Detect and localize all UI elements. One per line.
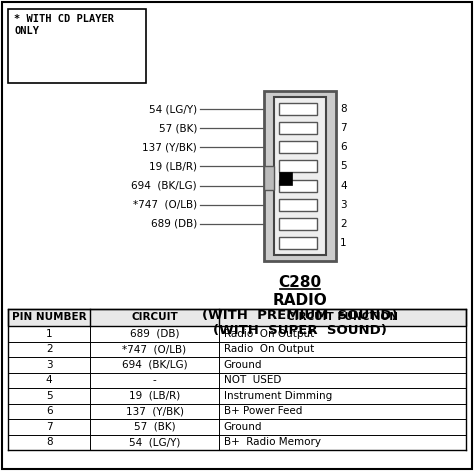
Text: *747  (O/LB): *747 (O/LB) — [122, 344, 187, 354]
Text: C280: C280 — [278, 275, 321, 290]
Text: B+ Power Feed: B+ Power Feed — [224, 406, 302, 416]
Text: 57 (BK): 57 (BK) — [159, 123, 197, 133]
Text: 19  (LB/R): 19 (LB/R) — [129, 391, 180, 401]
Bar — [8, 309, 466, 326]
Text: 2: 2 — [46, 344, 53, 354]
Text: 8: 8 — [340, 104, 346, 114]
Text: B+  Radio Memory: B+ Radio Memory — [224, 437, 321, 447]
Bar — [279, 103, 317, 115]
Text: 689  (DB): 689 (DB) — [130, 329, 179, 339]
Bar — [274, 97, 326, 255]
Text: 7: 7 — [46, 422, 53, 432]
Text: 7: 7 — [340, 123, 346, 133]
Text: CIRCUIT: CIRCUIT — [131, 312, 178, 323]
Text: -: - — [153, 375, 156, 385]
Text: 5: 5 — [340, 162, 346, 171]
Text: 6: 6 — [46, 406, 53, 416]
Text: 1: 1 — [340, 238, 346, 248]
Text: CIRCUIT FUNCTION: CIRCUIT FUNCTION — [287, 312, 398, 323]
Bar — [279, 161, 317, 172]
Bar — [264, 91, 336, 261]
Bar — [264, 166, 274, 190]
Text: 1: 1 — [46, 329, 53, 339]
Bar — [279, 237, 317, 249]
Text: 54 (LG/Y): 54 (LG/Y) — [149, 104, 197, 114]
Text: Radio  On Output: Radio On Output — [224, 344, 314, 354]
Text: *747  (O/LB): *747 (O/LB) — [133, 200, 197, 210]
Text: 137  (Y/BK): 137 (Y/BK) — [126, 406, 183, 416]
Text: 5: 5 — [46, 391, 53, 401]
Bar — [279, 122, 317, 134]
Text: 3: 3 — [46, 360, 53, 370]
Bar — [279, 199, 317, 211]
Text: 689 (DB): 689 (DB) — [151, 219, 197, 229]
Text: Ground: Ground — [224, 422, 262, 432]
Text: Instrument Dimming: Instrument Dimming — [224, 391, 332, 401]
Text: RADIO: RADIO — [273, 293, 328, 308]
Bar — [279, 141, 317, 153]
Text: 57  (BK): 57 (BK) — [134, 422, 175, 432]
Text: 3: 3 — [340, 200, 346, 210]
Text: 4: 4 — [46, 375, 53, 385]
Text: (WITH  PREMIUM  SOUND): (WITH PREMIUM SOUND) — [202, 309, 398, 322]
Bar — [279, 218, 317, 230]
Text: Ground: Ground — [224, 360, 262, 370]
Text: PIN NUMBER: PIN NUMBER — [12, 312, 87, 323]
Text: * WITH CD PLAYER
ONLY: * WITH CD PLAYER ONLY — [14, 14, 114, 36]
Text: 137 (Y/BK): 137 (Y/BK) — [142, 142, 197, 152]
Text: NOT  USED: NOT USED — [224, 375, 281, 385]
Text: 2: 2 — [340, 219, 346, 229]
Text: 54  (LG/Y): 54 (LG/Y) — [129, 437, 180, 447]
Bar — [8, 9, 146, 83]
Text: 694  (BK/LG): 694 (BK/LG) — [131, 180, 197, 191]
Text: 4: 4 — [340, 180, 346, 191]
Text: (WITH  SUPER  SOUND): (WITH SUPER SOUND) — [213, 324, 387, 337]
Text: 694  (BK/LG): 694 (BK/LG) — [122, 360, 187, 370]
Text: Radio  On Output: Radio On Output — [224, 329, 314, 339]
Bar — [279, 179, 317, 192]
Text: 19 (LB/R): 19 (LB/R) — [149, 162, 197, 171]
Bar — [279, 172, 292, 185]
Text: 8: 8 — [46, 437, 53, 447]
Text: 6: 6 — [340, 142, 346, 152]
